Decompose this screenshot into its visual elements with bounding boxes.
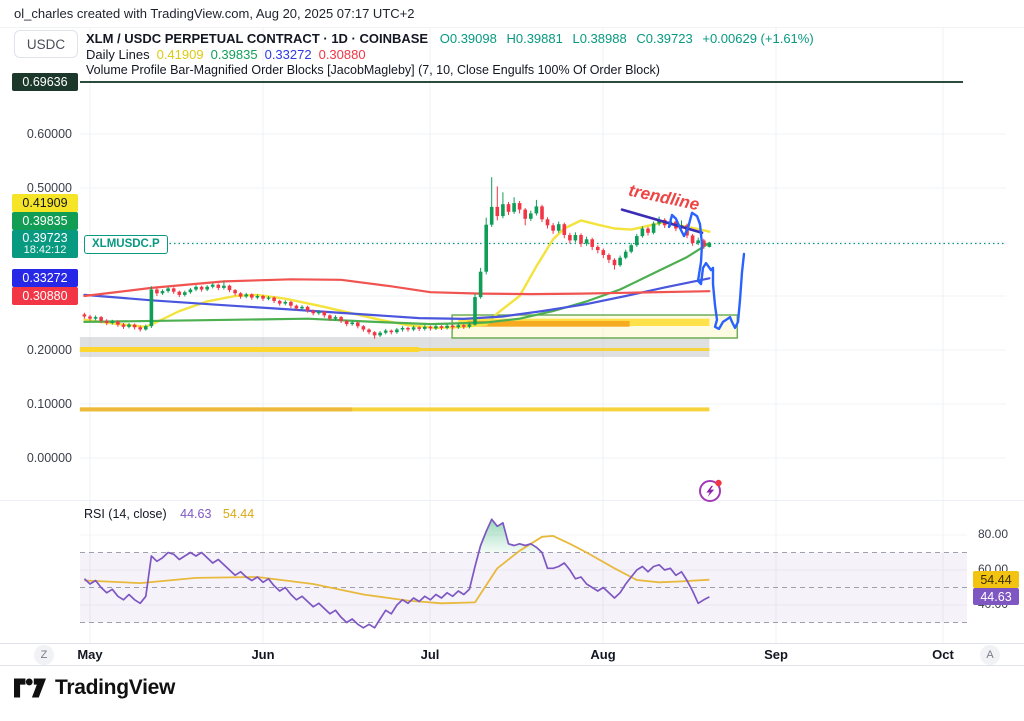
lightning-bolt-icon bbox=[699, 479, 722, 502]
rsi-value-badge[interactable]: 44.63 bbox=[973, 588, 1019, 606]
header-divider bbox=[0, 27, 1024, 28]
price-label: 0.20000 bbox=[26, 343, 72, 357]
resistance-price-badge[interactable]: 0.69636 bbox=[12, 73, 78, 91]
ohlc-high: H0.39881 bbox=[506, 31, 563, 46]
price-label: 0.00000 bbox=[26, 451, 72, 465]
time-axis-month-label: Jul bbox=[420, 647, 440, 662]
volume-profile-indicator-row[interactable]: Volume Profile Bar-Magnified Order Block… bbox=[86, 63, 660, 77]
time-axis-month-label: Aug bbox=[590, 647, 616, 662]
daily-lines-row[interactable]: Daily Lines 0.41909 0.39835 0.33272 0.30880 bbox=[86, 47, 814, 63]
attribution-note: ol_charles created with TradingView.com,… bbox=[14, 6, 415, 21]
auto-scale-button[interactable]: A bbox=[980, 645, 1000, 665]
tradingview-logo-text: TradingView bbox=[55, 676, 176, 699]
price-label: 0.60000 bbox=[26, 127, 72, 141]
symbol-title: XLM / USDC PERPETUAL CONTRACT · 1D · COI… bbox=[86, 31, 429, 46]
daily-lines-values: 0.41909 0.39835 0.33272 0.30880 bbox=[150, 47, 366, 62]
signal-icon[interactable] bbox=[696, 476, 724, 504]
daily-line-value: 0.41909 bbox=[156, 47, 204, 62]
axis-bottom-divider bbox=[0, 665, 1024, 666]
rsi-ma-value: 54.44 bbox=[222, 507, 255, 521]
axis-top-divider bbox=[0, 643, 1024, 644]
price-line-badge[interactable]: 0.33272 bbox=[12, 269, 78, 288]
rsi-title: RSI (14, close) bbox=[84, 507, 167, 521]
price-label: 0.50000 bbox=[26, 181, 72, 195]
time-axis-month-label: Oct bbox=[932, 647, 954, 662]
price-line-badge[interactable]: 0.30880 bbox=[12, 287, 78, 306]
symbol-row[interactable]: XLM / USDC PERPETUAL CONTRACT · 1D · COI… bbox=[86, 31, 814, 47]
time-axis-month-label: Sep bbox=[764, 647, 788, 662]
daily-lines-label: Daily Lines bbox=[86, 47, 150, 62]
rsi-value-badge[interactable]: 54.44 bbox=[973, 571, 1019, 589]
ohlc-open: O0.39098 bbox=[439, 31, 497, 46]
price-label: 0.10000 bbox=[26, 397, 72, 411]
price-line-badge[interactable]: 0.39835 bbox=[12, 211, 78, 230]
countdown-timer: 18:42:12 bbox=[23, 243, 67, 256]
daily-line-value: 0.33272 bbox=[264, 47, 312, 62]
daily-line-value: 0.30880 bbox=[318, 47, 366, 62]
ohlc-change: +0.00629 (+1.61%) bbox=[702, 31, 814, 46]
tradingview-logo[interactable]: TradingView bbox=[14, 676, 175, 700]
timezone-button[interactable]: Z bbox=[34, 645, 54, 665]
ohlc-close: C0.39723 bbox=[636, 31, 693, 46]
current-price: 0.39723 bbox=[22, 230, 68, 245]
ohlc-low: L0.38988 bbox=[572, 31, 627, 46]
time-axis-month-label: Jun bbox=[251, 647, 275, 662]
chart-legend: XLM / USDC PERPETUAL CONTRACT · 1D · COI… bbox=[86, 31, 814, 79]
time-axis-month-label: May bbox=[77, 647, 103, 662]
tradingview-logo-icon bbox=[14, 678, 46, 698]
price-line-badge[interactable]: 0.41909 bbox=[12, 193, 78, 212]
symbol-price-pill: XLMUSDC.P bbox=[84, 234, 168, 254]
rsi-value: 44.63 bbox=[180, 507, 212, 521]
currency-toggle-button[interactable]: USDC bbox=[14, 30, 78, 58]
current-price-badge[interactable]: 0.39723 18:42:12 bbox=[12, 229, 78, 258]
rsi-scale-label: 80.00 bbox=[978, 527, 1009, 541]
daily-line-value: 0.39835 bbox=[210, 47, 258, 62]
rsi-legend[interactable]: RSI (14, close) 44.63 54.44 bbox=[84, 507, 254, 521]
